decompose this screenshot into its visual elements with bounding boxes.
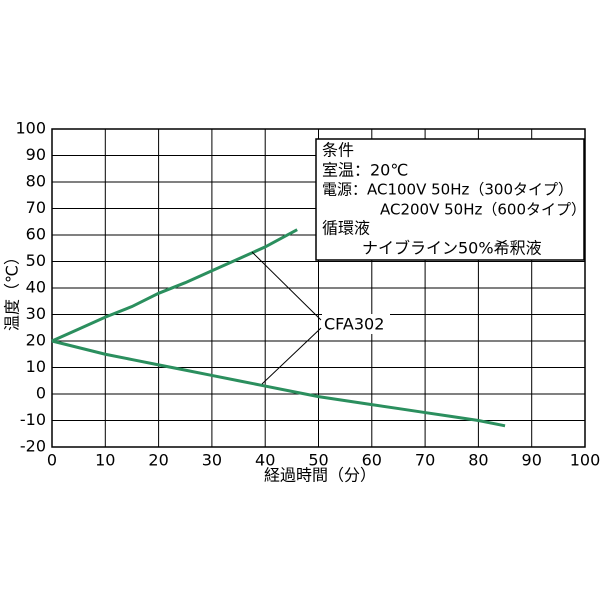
- y-tick-label: 70: [26, 198, 46, 217]
- x-tick-label: 70: [415, 451, 435, 470]
- data-line: [51, 339, 506, 428]
- data-line: [51, 228, 298, 343]
- condition-text: 条件: [322, 141, 354, 160]
- condition-box: [315, 138, 585, 261]
- leader-line: [261, 327, 322, 385]
- condition-text: 室温：20℃: [322, 161, 408, 180]
- plot-frame: [51, 128, 586, 448]
- x-tick-label: 60: [362, 451, 382, 470]
- annotation-bg: [322, 314, 390, 334]
- y-tick-label: 80: [26, 172, 46, 191]
- y-tick-label: 50: [26, 251, 46, 270]
- y-tick-label: 0: [36, 384, 46, 403]
- condition-text: ナイブライン50%希釈液: [362, 239, 542, 258]
- condition-text: 電源：AC100V 50Hz（300タイプ）: [322, 181, 573, 199]
- y-tick-label: 60: [26, 225, 46, 244]
- x-tick-label: 90: [522, 451, 542, 470]
- x-tick-label: 50: [308, 451, 328, 470]
- annotation: CFA302: [324, 315, 384, 334]
- y-tick-label: 10: [26, 357, 46, 376]
- x-tick-label: 100: [570, 451, 600, 470]
- x-tick-label: 80: [468, 451, 488, 470]
- y-tick-label: 30: [26, 304, 46, 323]
- leader-line: [251, 251, 322, 321]
- y-tick-label: 90: [26, 145, 46, 164]
- x-tick-label: 30: [202, 451, 222, 470]
- x-axis-title: 経過時間（分）: [264, 466, 376, 485]
- y-axis-title: 温度（℃）: [3, 249, 22, 331]
- x-tick-label: 20: [148, 451, 168, 470]
- x-tick-label: 40: [255, 451, 275, 470]
- y-tick-label: -10: [20, 410, 46, 429]
- condition-text: AC200V 50Hz（600タイプ）: [380, 201, 586, 219]
- x-tick-label: 0: [47, 451, 57, 470]
- y-tick-label: -20: [20, 437, 46, 456]
- y-tick-label: 100: [15, 119, 46, 138]
- y-tick-label: 20: [26, 331, 46, 350]
- x-tick-label: 10: [95, 451, 115, 470]
- condition-text: 循環液: [322, 219, 370, 238]
- series: [51, 228, 506, 428]
- y-tick-label: 40: [26, 278, 46, 297]
